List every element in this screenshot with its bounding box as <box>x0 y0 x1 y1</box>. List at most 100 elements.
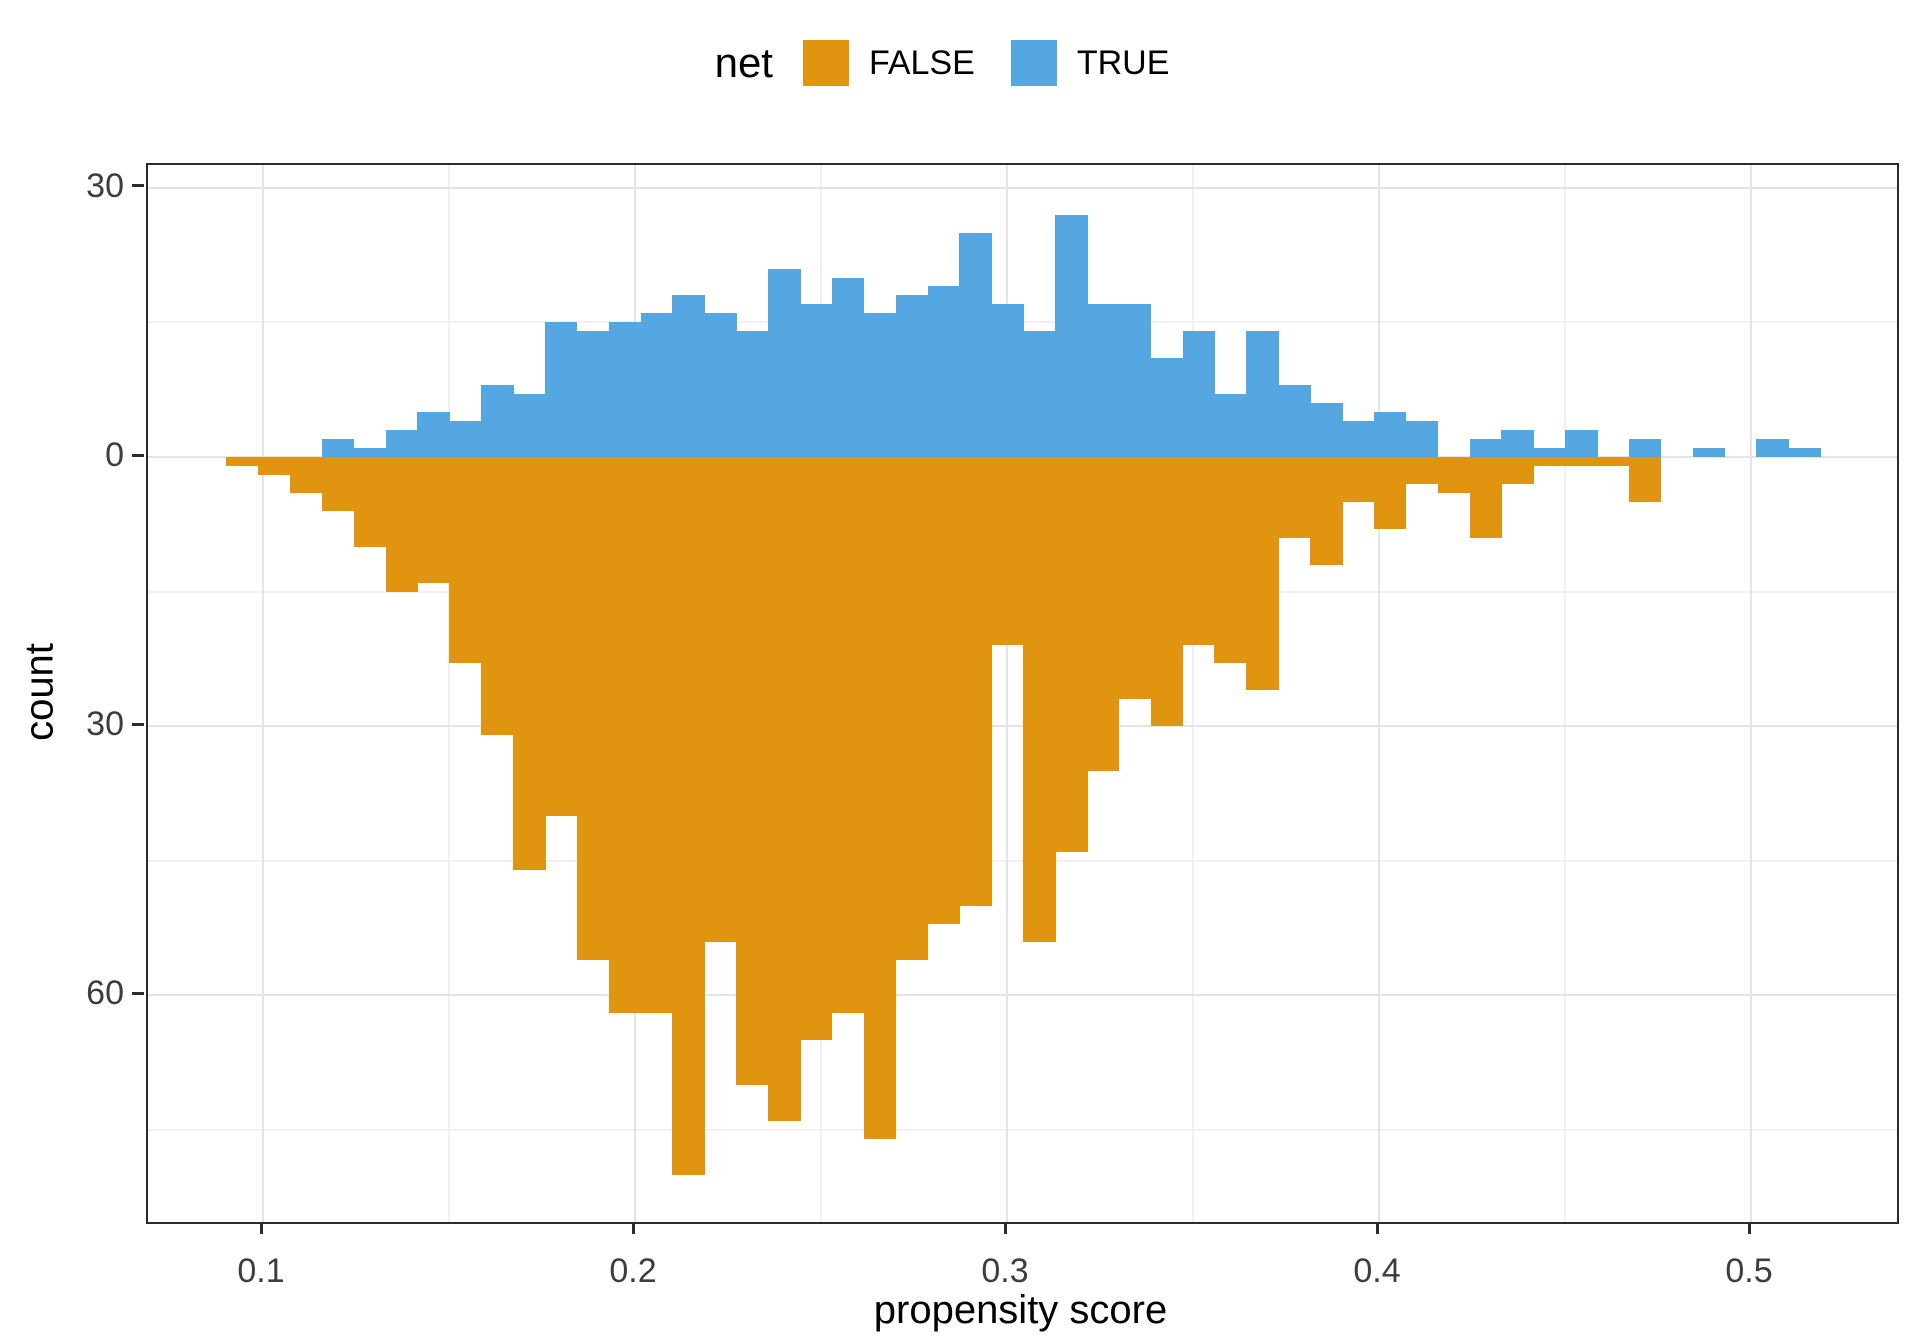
histogram-bar-false <box>1437 457 1471 493</box>
histogram-bar-false <box>704 457 737 942</box>
y-tick-mark <box>132 991 144 995</box>
histogram-bar-true <box>1055 214 1088 457</box>
histogram-bar-false <box>1565 457 1598 466</box>
histogram-bar-false <box>353 457 387 547</box>
x-major-gridline <box>1006 165 1008 1222</box>
histogram-bar-false <box>1533 457 1566 466</box>
histogram-bar-false <box>800 457 833 1041</box>
x-tick-label: 0.3 <box>981 1252 1029 1290</box>
histogram-bar-true <box>1278 385 1311 457</box>
histogram-bar-false <box>1278 457 1311 538</box>
histogram-bar-true <box>1118 304 1152 457</box>
histogram-bar-false <box>1023 457 1056 942</box>
histogram-bar-false <box>1182 457 1216 646</box>
histogram-bar-false <box>449 457 482 664</box>
y-tick-label: 0 <box>105 436 124 474</box>
histogram-bar-true <box>449 421 482 457</box>
histogram-bar-true <box>1565 430 1598 457</box>
histogram-bar-false <box>927 457 960 924</box>
x-tick-label: 0.2 <box>609 1252 657 1290</box>
plot-panel <box>146 163 1899 1224</box>
histogram-bar-false <box>385 457 419 592</box>
histogram-bar-false <box>481 457 514 736</box>
histogram-bar-false <box>736 457 769 1086</box>
x-minor-gridline <box>1564 165 1566 1222</box>
histogram-bar-true <box>863 313 897 457</box>
histogram-bar-true <box>1182 331 1216 457</box>
histogram-bar-false <box>1055 457 1088 852</box>
histogram-bar-false <box>991 457 1024 646</box>
legend-title: net <box>714 39 773 86</box>
x-tick-label: 0.5 <box>1725 1252 1773 1290</box>
x-tick-mark <box>1375 1222 1379 1234</box>
histogram-bar-true <box>704 313 737 457</box>
histogram-bar-true <box>1756 439 1789 457</box>
histogram-bar-true <box>1405 421 1439 457</box>
x-tick-mark <box>1003 1222 1007 1234</box>
histogram-bar-true <box>1469 439 1502 457</box>
histogram-bar-true <box>640 313 674 457</box>
histogram-bar-false <box>576 457 610 960</box>
histogram-bar-false <box>226 457 259 466</box>
y-tick-mark <box>132 722 144 726</box>
histogram-bar-true <box>768 268 801 457</box>
histogram-bar-false <box>672 457 705 1175</box>
x-minor-gridline <box>448 165 450 1222</box>
histogram-bar-true <box>959 232 992 457</box>
x-major-gridline <box>1750 165 1752 1222</box>
histogram-bar-false <box>513 457 546 870</box>
legend: net FALSE TRUE <box>0 28 1920 98</box>
histogram-bar-true <box>1214 394 1247 457</box>
histogram-bar-false <box>1310 457 1343 565</box>
histogram-bar-false <box>1597 457 1630 466</box>
y-tick-label: 30 <box>86 705 124 744</box>
legend-item-true: TRUE <box>1010 40 1169 86</box>
histogram-bar-false <box>1246 457 1279 691</box>
histogram-bar-false <box>417 457 450 583</box>
histogram-bar-true <box>1788 448 1821 457</box>
histogram-bar-false <box>640 457 674 1014</box>
histogram-bar-false <box>289 457 323 493</box>
histogram-bar-true <box>544 322 578 457</box>
histogram-bar-false <box>768 457 801 1122</box>
histogram-bar-false <box>321 457 355 511</box>
histogram-bar-false <box>1150 457 1184 727</box>
histogram-bar-false <box>544 457 578 816</box>
histogram-bar-true <box>895 295 929 457</box>
histogram-bar-true <box>1628 439 1662 457</box>
x-major-gridline <box>1378 165 1380 1222</box>
histogram-bar-false <box>1086 457 1120 772</box>
histogram-bar-true <box>353 448 387 457</box>
y-major-gridline <box>148 994 1897 997</box>
histogram-bar-true <box>1023 331 1056 457</box>
y-minor-gridline <box>148 859 1897 862</box>
legend-label-false: FALSE <box>868 43 975 82</box>
x-minor-gridline <box>1192 165 1194 1222</box>
histogram-bar-false <box>1501 457 1534 484</box>
histogram-bar-true <box>1533 448 1566 457</box>
histogram-bar-true <box>481 385 514 457</box>
histogram-bar-false <box>1373 457 1407 529</box>
y-tick-mark <box>132 453 144 457</box>
x-tick-label: 0.1 <box>237 1252 285 1290</box>
histogram-bar-false <box>1469 457 1502 538</box>
histogram-bar-false <box>1118 457 1152 700</box>
histogram-bar-false <box>959 457 992 906</box>
y-tick-label: 30 <box>86 166 124 205</box>
histogram-bar-true <box>385 430 419 457</box>
histogram-bar-true <box>991 304 1024 457</box>
histogram-bar-false <box>1405 457 1439 484</box>
histogram-bar-true <box>1086 304 1120 457</box>
histogram-bar-false <box>608 457 642 1014</box>
y-major-gridline <box>148 186 1897 189</box>
histogram-bar-false <box>1214 457 1247 664</box>
false-swatch-icon <box>802 40 849 86</box>
x-major-gridline <box>262 165 264 1222</box>
histogram-bar-true <box>321 439 355 457</box>
histogram-bar-true <box>1310 403 1343 457</box>
histogram-bar-true <box>608 322 642 457</box>
x-tick-mark <box>631 1222 635 1234</box>
x-axis-title: propensity score <box>873 1288 1168 1332</box>
true-swatch-icon <box>1010 40 1057 86</box>
